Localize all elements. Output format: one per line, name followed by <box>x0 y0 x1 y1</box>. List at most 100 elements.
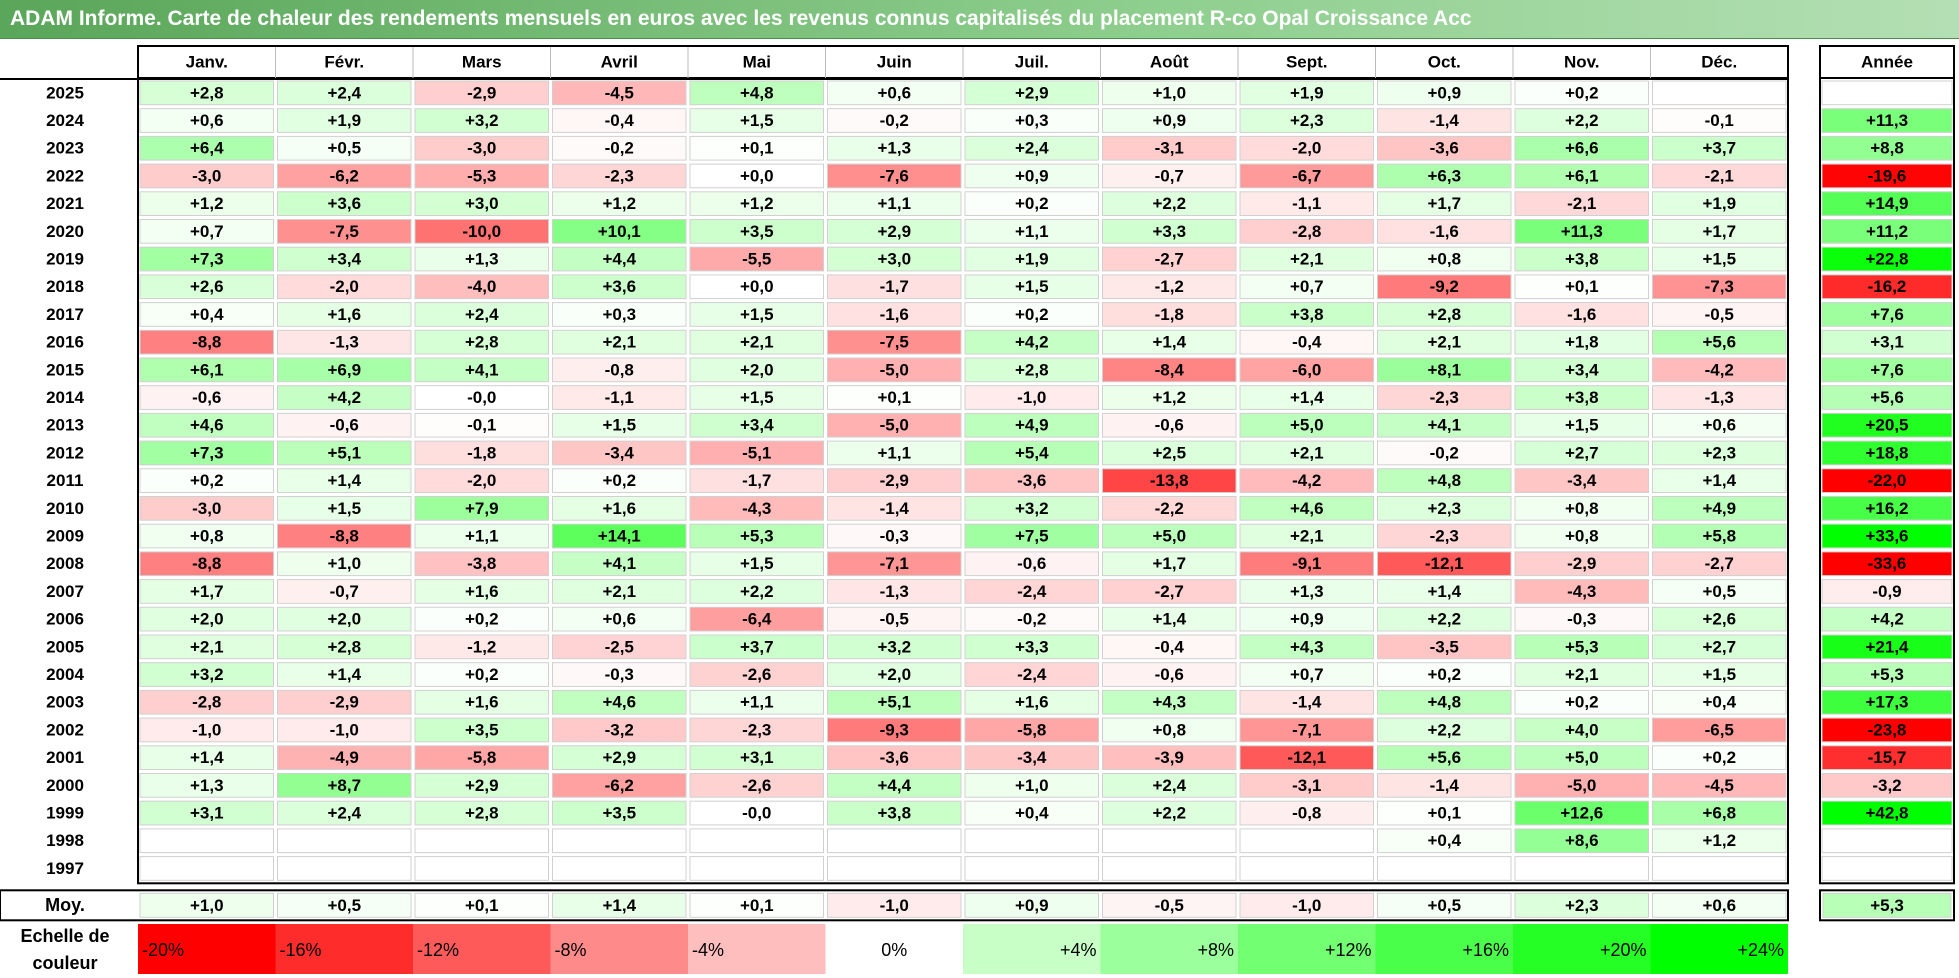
heat-cell <box>964 219 1099 244</box>
heat-cell <box>1102 773 1237 798</box>
cell-value: -0,6 <box>1155 665 1184 684</box>
cell-value: +2,0 <box>877 665 911 684</box>
month-header: Oct. <box>1428 52 1461 71</box>
heat-cell <box>1377 302 1512 327</box>
heat-cell <box>964 800 1099 826</box>
heat-cell <box>139 440 274 466</box>
cell-value: +4,8 <box>1427 693 1461 712</box>
heat-cell <box>552 689 687 715</box>
heat-cell <box>1239 800 1374 826</box>
heat-cell <box>1652 689 1787 715</box>
cell-value: +2,7 <box>1565 443 1599 462</box>
heat-cell <box>1239 496 1374 521</box>
year-label: 2012 <box>46 443 84 462</box>
cell-value: +5,1 <box>327 443 361 462</box>
cell-value: +2,4 <box>327 83 361 102</box>
cell-value: +1,4 <box>1290 388 1324 407</box>
month-header: Janv. <box>186 52 228 71</box>
heat-cell <box>689 717 824 743</box>
cell-value: -2,2 <box>1155 499 1184 518</box>
annual-value: +18,8 <box>1865 443 1908 462</box>
cell-value: -1,1 <box>1292 194 1321 213</box>
heat-cell <box>689 496 824 521</box>
cell-value: +7,3 <box>190 250 224 269</box>
heat-cell <box>1239 219 1374 244</box>
cell-value: +2,3 <box>1702 443 1736 462</box>
heat-cell <box>689 689 824 715</box>
cell-value: -0,2 <box>1430 443 1459 462</box>
average-cell <box>277 892 412 918</box>
heat-cell <box>1102 135 1237 161</box>
annual-cell <box>1821 800 1953 826</box>
heat-cell <box>1377 163 1512 189</box>
heat-cell <box>139 80 274 106</box>
heat-cell <box>827 219 962 244</box>
heat-cell <box>1652 385 1787 410</box>
heat-cell <box>552 329 687 355</box>
heat-cell <box>1239 274 1374 300</box>
heat-cell <box>827 745 962 770</box>
cell-value: +2,1 <box>1565 665 1599 684</box>
cell-value: +2,5 <box>1152 443 1186 462</box>
cell-value: +2,9 <box>877 222 911 241</box>
heat-cell <box>1377 108 1512 133</box>
heat-cell <box>964 246 1099 272</box>
annual-value: +5,3 <box>1870 665 1904 684</box>
heat-cell <box>1102 689 1237 715</box>
annual-value: +42,8 <box>1865 804 1908 823</box>
heat-cell <box>552 662 687 687</box>
cell-value: -2,7 <box>1155 582 1184 601</box>
heat-cell <box>1239 357 1374 383</box>
annual-value: +22,8 <box>1865 250 1908 269</box>
average-value: -1,0 <box>1292 896 1321 915</box>
cell-value: +4,2 <box>327 388 361 407</box>
heat-cell <box>1652 717 1787 743</box>
average-value: +0,5 <box>327 896 361 915</box>
annual-value: +14,9 <box>1865 194 1908 213</box>
scale-label-value: +24% <box>1737 940 1784 960</box>
heat-cell <box>1239 551 1374 577</box>
cell-value: +0,6 <box>877 83 911 102</box>
heat-cell <box>552 828 687 854</box>
heat-cell <box>1377 551 1512 577</box>
cell-value: +3,5 <box>465 720 499 739</box>
heat-cell <box>1652 412 1787 438</box>
heat-cell <box>1514 745 1649 770</box>
heat-cell <box>1652 163 1787 189</box>
cell-value: -2,9 <box>330 693 359 712</box>
cell-value: -2,3 <box>742 720 771 739</box>
cell-value: +1,5 <box>1015 277 1049 296</box>
annual-cell <box>1821 579 1953 604</box>
cell-value: -0,8 <box>1292 804 1321 823</box>
cell-value: +6,8 <box>1702 804 1736 823</box>
cell-value: +5,3 <box>740 527 774 546</box>
heat-cell <box>1102 191 1237 217</box>
cell-value: -6,4 <box>742 610 772 629</box>
heat-cell <box>277 108 412 133</box>
heat-cell <box>552 717 687 743</box>
heat-cell <box>689 551 824 577</box>
cell-value: -0,7 <box>330 582 359 601</box>
cell-value: +1,7 <box>1152 554 1186 573</box>
heat-cell <box>277 246 412 272</box>
cell-value: +0,6 <box>602 610 636 629</box>
year-label: 1997 <box>46 859 84 878</box>
heat-cell <box>277 385 412 410</box>
cell-value: +1,6 <box>465 693 499 712</box>
average-cell <box>827 892 962 918</box>
cell-value: +0,8 <box>1152 720 1186 739</box>
cell-value: -0,2 <box>880 111 909 130</box>
cell-value: -9,2 <box>1430 277 1459 296</box>
cell-value: -8,8 <box>192 554 221 573</box>
heat-cell <box>277 606 412 632</box>
heat-cell <box>414 191 549 217</box>
heat-cell <box>139 800 274 826</box>
scale-swatch <box>550 924 688 974</box>
heat-cell <box>1239 579 1374 604</box>
cell-value: +2,8 <box>465 333 499 352</box>
annual-cell <box>1821 274 1953 300</box>
heat-cell <box>414 800 549 826</box>
cell-value: +4,6 <box>1290 499 1324 518</box>
heat-cell <box>414 274 549 300</box>
heat-cell <box>414 302 549 327</box>
